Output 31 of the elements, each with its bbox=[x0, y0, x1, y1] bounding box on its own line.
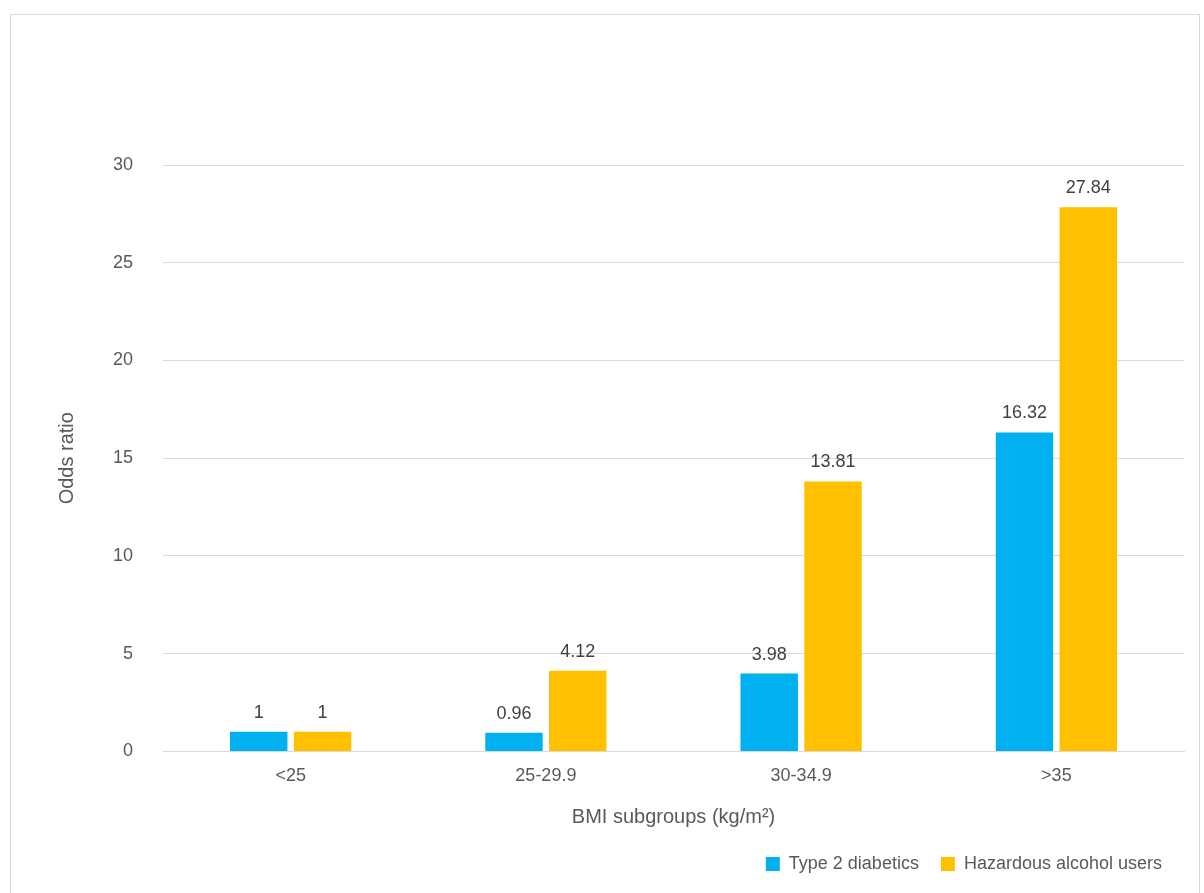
bar bbox=[995, 432, 1054, 751]
y-tick-label: 15 bbox=[112, 447, 134, 468]
bar bbox=[804, 481, 862, 751]
x-tick-label: >35 bbox=[1041, 765, 1072, 786]
y-axis-title: Odds ratio bbox=[54, 412, 77, 505]
data-label: 13.81 bbox=[810, 451, 856, 472]
data-label: 4.12 bbox=[560, 640, 596, 661]
y-tick-label: 20 bbox=[112, 349, 134, 370]
data-label: 1 bbox=[253, 701, 264, 722]
bar bbox=[293, 731, 352, 751]
bar bbox=[485, 732, 543, 751]
legend-label: Hazardous alcohol users bbox=[963, 852, 1162, 873]
bar bbox=[740, 673, 798, 751]
x-tick-label: 25-29.9 bbox=[515, 765, 577, 786]
y-tick-label: 30 bbox=[112, 153, 134, 174]
data-label: 27.84 bbox=[1065, 177, 1111, 198]
data-label: 0.96 bbox=[496, 702, 532, 723]
data-label: 16.32 bbox=[1001, 402, 1047, 423]
x-tick-label: 30-34.9 bbox=[770, 765, 832, 786]
bar bbox=[230, 731, 288, 751]
y-tick-label: 0 bbox=[123, 740, 134, 761]
data-label: 3.98 bbox=[751, 643, 787, 664]
x-tick-label: <25 bbox=[275, 765, 306, 786]
data-label: 1 bbox=[317, 701, 328, 722]
y-tick-label: 25 bbox=[112, 251, 134, 272]
y-tick-label: 10 bbox=[112, 544, 134, 565]
legend-label: Type 2 diabetics bbox=[788, 852, 919, 873]
bar bbox=[1059, 207, 1117, 751]
x-axis-title: BMI subgroups (kg/m²) bbox=[571, 804, 776, 827]
y-tick-label: 5 bbox=[123, 642, 134, 663]
bar bbox=[549, 670, 607, 751]
